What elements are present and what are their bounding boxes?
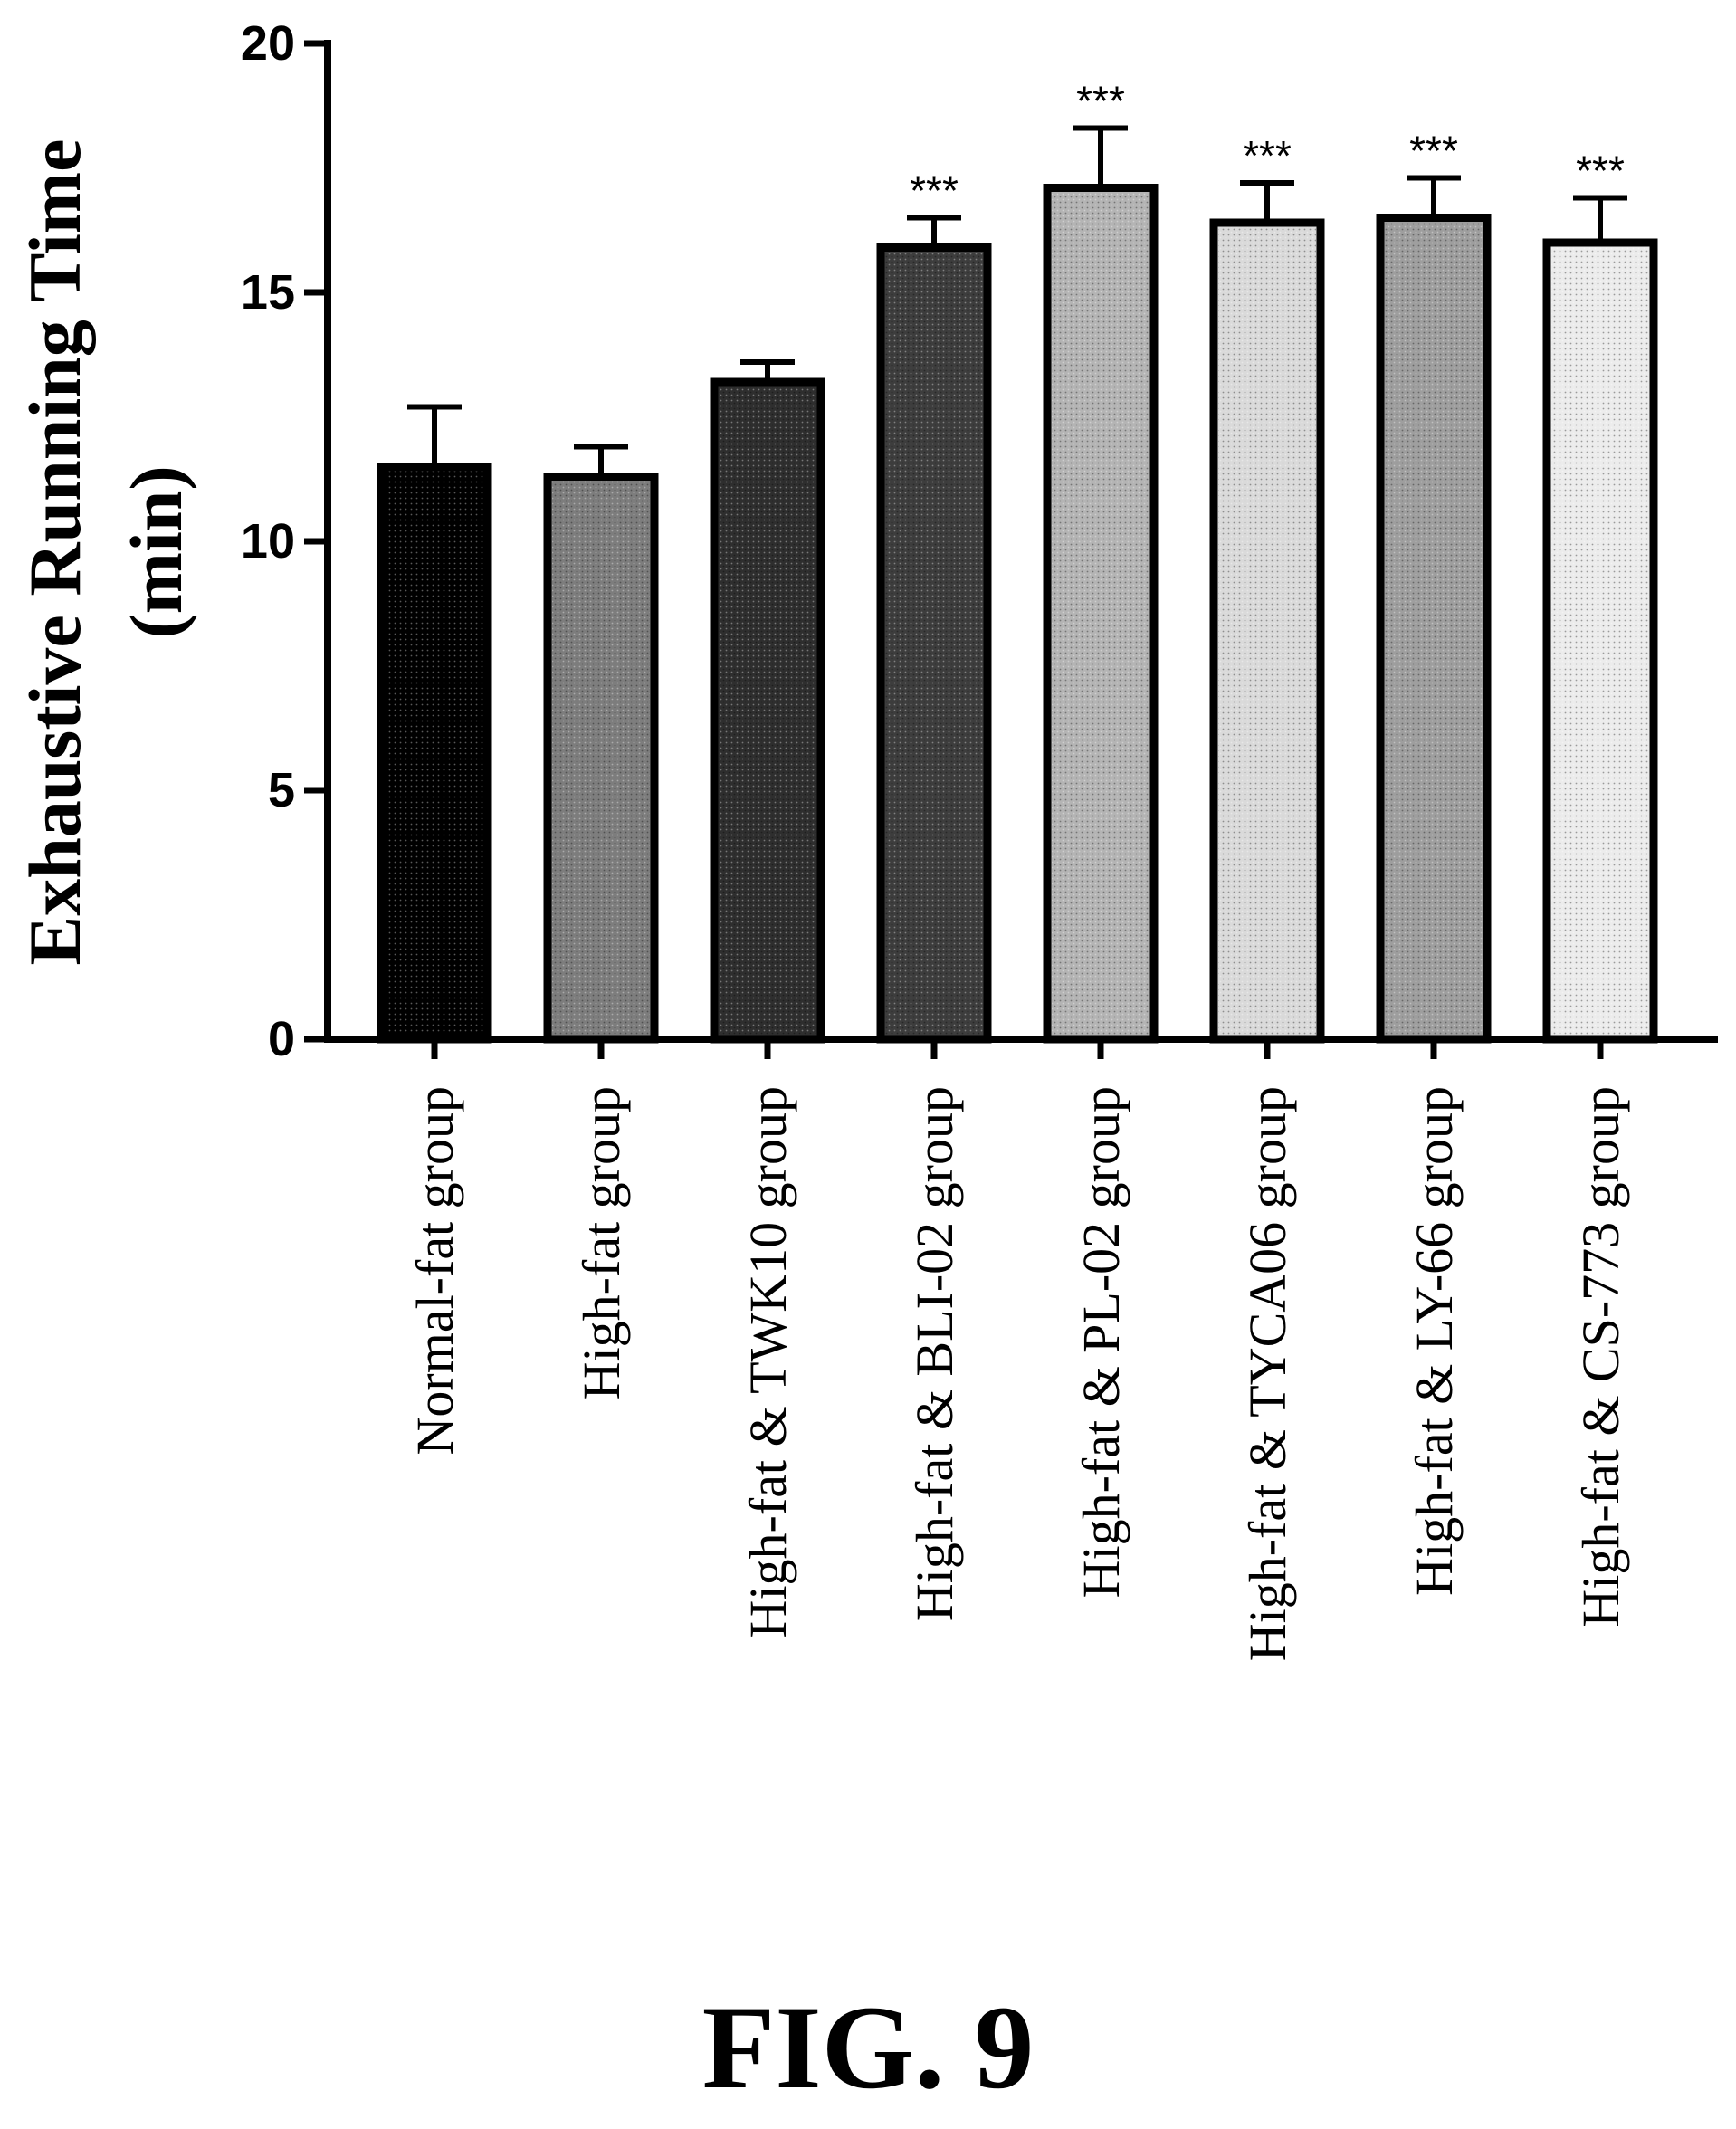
x-tick-label-4: High-fat & BLI-02 group: [905, 1086, 964, 1621]
bar-group-6: ***: [1209, 132, 1325, 1044]
y-tick-label-0: 0: [268, 1012, 295, 1066]
significance-6: ***: [1243, 132, 1292, 179]
bar-texture-6: [1218, 227, 1316, 1035]
y-tick-label-10: 10: [241, 514, 295, 568]
x-tick-labels-group: Normal-fat group High-fat group High-fat &…: [405, 1039, 1630, 1661]
y-axis-title-line1: Exhaustive Running Time: [14, 139, 96, 966]
bar-texture-1: [386, 471, 483, 1035]
x-tick-label-7: High-fat & LY-66 group: [1405, 1086, 1464, 1596]
x-tick-label-1: Normal-fat group: [405, 1086, 464, 1455]
bar-texture-8: [1551, 247, 1649, 1035]
bar-group-3: [710, 359, 825, 1044]
bar-group-1: [377, 404, 492, 1044]
y-tick-label-5: 5: [268, 763, 295, 817]
y-ticks-group: 0 5 10 15 20: [241, 16, 328, 1066]
significance-7: ***: [1409, 128, 1458, 175]
bar-group-4: ***: [876, 167, 992, 1044]
x-tick-label-8: High-fat & CS-773 group: [1571, 1086, 1630, 1628]
bar-texture-2: [552, 481, 650, 1035]
significance-5: ***: [1076, 78, 1125, 125]
x-tick-label-5: High-fat & PL-02 group: [1072, 1086, 1130, 1598]
x-tick-label-2: High-fat group: [572, 1086, 631, 1399]
significance-8: ***: [1576, 148, 1625, 195]
axes-group: [324, 40, 1718, 1043]
bar-texture-3: [719, 387, 816, 1035]
bar-group-8: ***: [1542, 148, 1658, 1044]
bar-texture-7: [1385, 222, 1483, 1035]
y-tick-label-15: 15: [241, 265, 295, 320]
x-tick-label-3: High-fat & TWK10 group: [739, 1086, 797, 1637]
bar-group-5: ***: [1043, 78, 1159, 1044]
bar-texture-5: [1052, 192, 1149, 1035]
y-tick-label-20: 20: [241, 16, 295, 71]
bars-group: *** *** *** *** ***: [377, 78, 1658, 1044]
significance-4: ***: [910, 167, 959, 215]
bar-group-2: [543, 444, 659, 1044]
y-axis-title: Exhaustive Running Time (min): [14, 139, 197, 966]
figure-label: FIG. 9: [701, 1981, 1035, 2114]
y-axis-title-line2: (min): [115, 465, 197, 638]
x-tick-label-6: High-fat & TYCA06 group: [1238, 1086, 1297, 1661]
bar-group-7: ***: [1376, 128, 1492, 1044]
bar-texture-4: [885, 252, 983, 1035]
